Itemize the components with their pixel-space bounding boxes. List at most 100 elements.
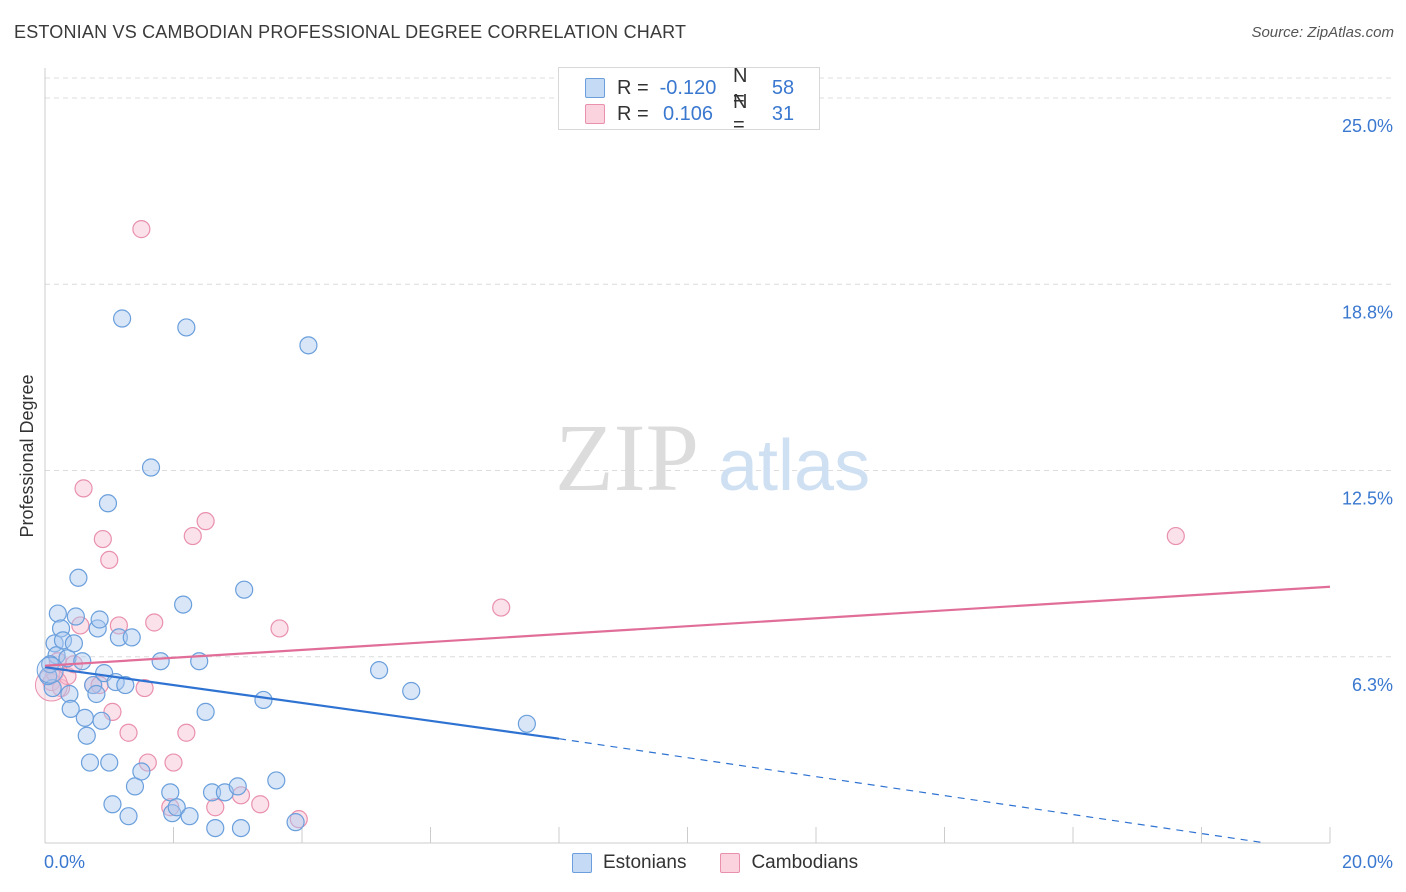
- estonians-point: [299, 336, 318, 355]
- cambodians-point: [74, 479, 93, 498]
- estonians-points: [36, 309, 536, 838]
- estonians-point: [75, 708, 94, 727]
- estonians-legend-swatch: [572, 853, 592, 873]
- watermark-zip: ZIP: [555, 404, 699, 511]
- estonians-point: [141, 458, 161, 477]
- grid-layer: [45, 77, 1392, 658]
- estonians-trendline-extrapolated: [558, 738, 1266, 844]
- cambodians-point: [183, 526, 202, 546]
- estonians-trendline: [44, 666, 560, 740]
- cambodians-point: [1166, 526, 1185, 546]
- estonians-point: [109, 628, 128, 647]
- legend-item-cambodians[interactable]: Cambodians: [720, 852, 858, 874]
- cambodians-point: [492, 598, 511, 617]
- r-value: -0.120: [659, 76, 717, 99]
- estonians-point: [151, 652, 170, 671]
- legend-label-estonians: Estonians: [603, 852, 687, 873]
- y-tick-label: 18.8%: [1342, 302, 1393, 322]
- estonians-point: [88, 619, 107, 638]
- n-value: 31: [771, 102, 795, 125]
- chart-title: ESTONIAN VS CAMBODIAN PROFESSIONAL DEGRE…: [14, 22, 687, 42]
- series-legend: Estonians Cambodians: [572, 852, 892, 874]
- estonians-point: [167, 798, 186, 817]
- estonians-point: [122, 628, 141, 647]
- n-value: 58: [771, 76, 795, 99]
- estonians-point: [73, 652, 92, 671]
- cambodians-point: [289, 810, 308, 829]
- r-label: R =: [617, 76, 649, 99]
- estonians-point: [77, 726, 96, 745]
- estonians-point: [92, 711, 111, 730]
- x-tick-label: 20.0%: [1342, 852, 1393, 872]
- estonians-point: [66, 607, 85, 626]
- estonians-point: [98, 494, 118, 513]
- estonians-point: [267, 771, 286, 790]
- watermark-atlas: atlas: [718, 426, 870, 506]
- estonians-point: [80, 753, 100, 772]
- cambodians-trendline: [44, 585, 1331, 667]
- cambodians-points: [34, 220, 1185, 829]
- estonians-point: [177, 318, 196, 337]
- cambodians-point: [132, 220, 151, 239]
- estonians-point: [53, 631, 73, 650]
- cambodians-point: [251, 795, 270, 814]
- source-label: Source: ZipAtlas.com: [1251, 24, 1394, 41]
- estonians-point: [228, 777, 247, 796]
- estonians-point: [64, 634, 84, 653]
- cambodians-point: [93, 529, 112, 549]
- cambodians-point: [119, 723, 138, 742]
- estonians-point: [69, 568, 88, 587]
- estonians-point: [43, 678, 62, 698]
- estonians-point: [90, 610, 109, 629]
- estonians-point: [196, 702, 215, 721]
- legend-item-estonians[interactable]: Estonians: [572, 852, 686, 874]
- cambodians-point: [196, 512, 215, 531]
- estonians-point: [100, 753, 119, 772]
- estonians-point: [202, 783, 222, 802]
- r-label: R =: [617, 102, 649, 125]
- estonians-point: [103, 795, 122, 814]
- tick-labels: 6.3% 12.5% 18.8% 25.0% 0.0% 20.0%: [44, 116, 1393, 872]
- y-axis-label: Professional Degree: [17, 374, 37, 537]
- n-label: N =: [733, 65, 748, 110]
- estonians-point: [235, 580, 254, 599]
- estonians-point: [206, 818, 225, 838]
- y-tick-label: 12.5%: [1342, 489, 1393, 509]
- stats-legend: R = -0.120 N = 58 R = 0.106 N = 31: [558, 65, 820, 136]
- cambodians-point: [206, 798, 225, 817]
- estonians-point: [174, 595, 193, 614]
- legend-label-cambodians: Cambodians: [751, 852, 859, 873]
- estonians-point: [517, 714, 536, 733]
- cambodians-point: [138, 753, 157, 772]
- cambodians-point: [270, 619, 289, 638]
- trendlines: [44, 585, 1331, 844]
- cambodians-point: [71, 616, 90, 635]
- axis-layer: [44, 68, 1331, 844]
- estonians-point: [254, 690, 273, 710]
- estonians-point: [116, 675, 135, 695]
- cambodians-point: [135, 678, 154, 698]
- cambodians-point: [100, 550, 119, 570]
- estonians-point: [180, 807, 199, 826]
- estonians-point: [87, 684, 106, 704]
- y-tick-label: 25.0%: [1342, 116, 1393, 136]
- stats-row-cambodians: R = 0.106 N = 31: [585, 91, 803, 136]
- cambodians-point: [164, 753, 183, 772]
- cambodians-point: [145, 613, 164, 632]
- estonians-point: [132, 762, 151, 781]
- cambodians-swatch: [585, 104, 605, 124]
- n-label: N =: [733, 91, 748, 136]
- estonians-point: [402, 681, 421, 701]
- estonians-point: [370, 661, 389, 680]
- r-value: 0.106: [662, 102, 714, 125]
- cambodians-legend-swatch: [720, 853, 741, 873]
- estonians-point: [286, 813, 305, 832]
- estonians-point: [119, 807, 138, 826]
- y-tick-label: 6.3%: [1352, 675, 1393, 695]
- stats-row-estonians: R = -0.120 N = 58: [585, 65, 803, 110]
- x-tick-label: 0.0%: [44, 852, 85, 872]
- estonians-point: [48, 604, 67, 623]
- estonians-point: [231, 818, 251, 838]
- estonians-point: [60, 684, 79, 704]
